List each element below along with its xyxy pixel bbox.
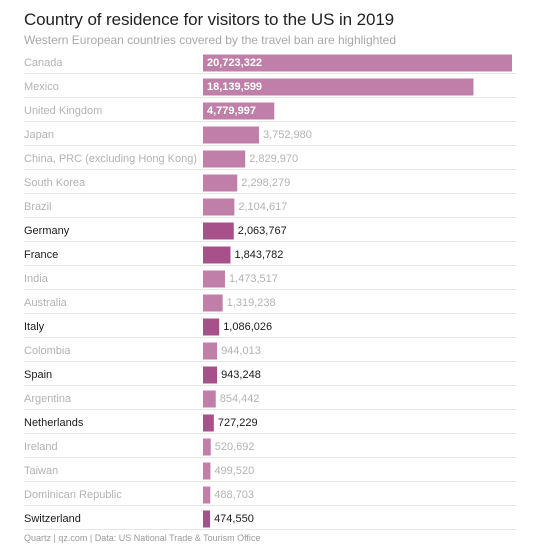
- category-label: Germany: [24, 225, 70, 237]
- bar-row: Mexico 18,139,599: [24, 78, 516, 98]
- bar-row: South Korea 2,298,279: [24, 174, 516, 194]
- category-label: Italy: [24, 321, 45, 333]
- category-label: Mexico: [24, 81, 59, 93]
- category-label: Ireland: [24, 441, 58, 453]
- bar-row: Germany 2,063,767: [24, 222, 516, 242]
- chart-title: Country of residence for visitors to the…: [24, 10, 395, 29]
- bar-chart: Canada 20,723,322 Mexico 18,139,599 United K…: [24, 54, 516, 530]
- bar-row: Canada 20,723,322: [24, 54, 516, 74]
- value-label: 2,829,970: [249, 153, 298, 165]
- value-label: 727,229: [218, 417, 258, 429]
- bar-row: Switzerland 474,550: [24, 510, 516, 530]
- bar-row: Australia 1,319,238: [24, 294, 516, 314]
- bar: [203, 390, 216, 408]
- category-label: Dominican Republic: [24, 489, 122, 501]
- bar: [203, 366, 218, 384]
- category-label: Switzerland: [24, 513, 81, 525]
- value-label: 520,692: [215, 441, 255, 453]
- bar: [203, 150, 246, 168]
- category-label: Taiwan: [24, 465, 58, 477]
- bar: [203, 54, 512, 72]
- bar-row: Taiwan 499,520: [24, 462, 516, 482]
- category-label: France: [24, 249, 58, 261]
- bar-row: Japan 3,752,980: [24, 126, 516, 146]
- value-label: 1,843,782: [234, 249, 283, 261]
- value-label: 1,473,517: [229, 273, 278, 285]
- value-label: 943,248: [221, 369, 261, 381]
- bar-row: Spain 943,248: [24, 366, 516, 386]
- bar: [203, 462, 211, 480]
- bar: [203, 486, 211, 504]
- bar-row: Ireland 520,692: [24, 438, 516, 458]
- category-label: Netherlands: [24, 417, 84, 429]
- category-label: Argentina: [24, 393, 72, 405]
- bar: [203, 246, 231, 264]
- value-label: 3,752,980: [263, 129, 312, 141]
- category-label: Colombia: [24, 345, 71, 357]
- bar: [203, 318, 220, 336]
- bar-row: France 1,843,782: [24, 246, 516, 266]
- bar-row: Brazil 2,104,617: [24, 198, 516, 218]
- bar: [203, 270, 225, 288]
- bar-row: Argentina 854,442: [24, 390, 516, 410]
- category-label: Brazil: [24, 201, 52, 213]
- value-label: 474,550: [214, 513, 254, 525]
- bar-row: Italy 1,086,026: [24, 318, 516, 338]
- value-label: 4,779,997: [207, 105, 256, 117]
- value-label: 18,139,599: [207, 81, 262, 93]
- category-label: United Kingdom: [24, 105, 102, 117]
- value-label: 499,520: [214, 465, 254, 477]
- bar: [203, 222, 234, 240]
- bar: [203, 174, 238, 192]
- category-label: Japan: [24, 129, 54, 141]
- bar-row: Colombia 944,013: [24, 342, 516, 362]
- value-label: 1,086,026: [223, 321, 272, 333]
- bar: [203, 342, 218, 360]
- bar-row: United Kingdom 4,779,997: [24, 102, 516, 122]
- category-label: Canada: [24, 57, 63, 69]
- bar-row: China, PRC (excluding Hong Kong) 2,829,97…: [24, 150, 516, 170]
- bar: [203, 294, 223, 312]
- value-label: 2,104,617: [238, 201, 287, 213]
- value-label: 20,723,322: [207, 57, 262, 69]
- bar: [203, 198, 235, 216]
- bar-row: India 1,473,517: [24, 270, 516, 290]
- bar: [203, 78, 474, 96]
- bar: [203, 414, 214, 432]
- bar: [203, 438, 211, 456]
- category-label: Spain: [24, 369, 52, 381]
- value-label: 1,319,238: [227, 297, 276, 309]
- category-label: India: [24, 273, 49, 285]
- bar-row: Dominican Republic 488,703: [24, 486, 516, 506]
- value-label: 854,442: [220, 393, 260, 405]
- source-footer: Quartz | qz.com | Data: US National Trad…: [24, 533, 261, 543]
- category-label: China, PRC (excluding Hong Kong): [24, 153, 197, 165]
- bar: [203, 126, 259, 144]
- value-label: 2,298,279: [241, 177, 290, 189]
- value-label: 2,063,767: [238, 225, 287, 237]
- bar: [203, 510, 211, 528]
- category-label: South Korea: [24, 177, 86, 189]
- bar-row: Netherlands 727,229: [24, 414, 516, 434]
- value-label: 488,703: [214, 489, 254, 501]
- category-label: Australia: [24, 297, 68, 309]
- bar: [203, 102, 275, 120]
- value-label: 944,013: [221, 345, 261, 357]
- chart-subtitle: Western European countries covered by th…: [24, 33, 397, 47]
